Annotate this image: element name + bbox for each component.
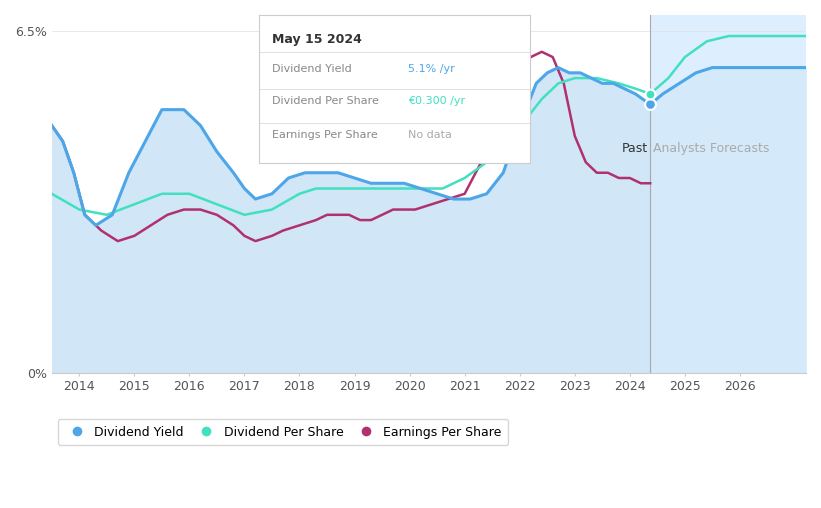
Bar — [650, 15, 806, 372]
Text: May 15 2024: May 15 2024 — [273, 33, 362, 46]
Text: Analysts Forecasts: Analysts Forecasts — [653, 142, 769, 155]
Text: Past: Past — [621, 142, 648, 155]
Text: Dividend Yield: Dividend Yield — [273, 64, 352, 74]
Point — [644, 90, 657, 98]
Text: 5.1% /yr: 5.1% /yr — [408, 64, 454, 74]
Text: Earnings Per Share: Earnings Per Share — [273, 130, 378, 140]
Text: Dividend Per Share: Dividend Per Share — [273, 97, 379, 106]
Text: €0.300 /yr: €0.300 /yr — [408, 97, 465, 106]
Point — [644, 100, 657, 108]
Text: No data: No data — [408, 130, 452, 140]
Legend: Dividend Yield, Dividend Per Share, Earnings Per Share: Dividend Yield, Dividend Per Share, Earn… — [58, 420, 508, 445]
